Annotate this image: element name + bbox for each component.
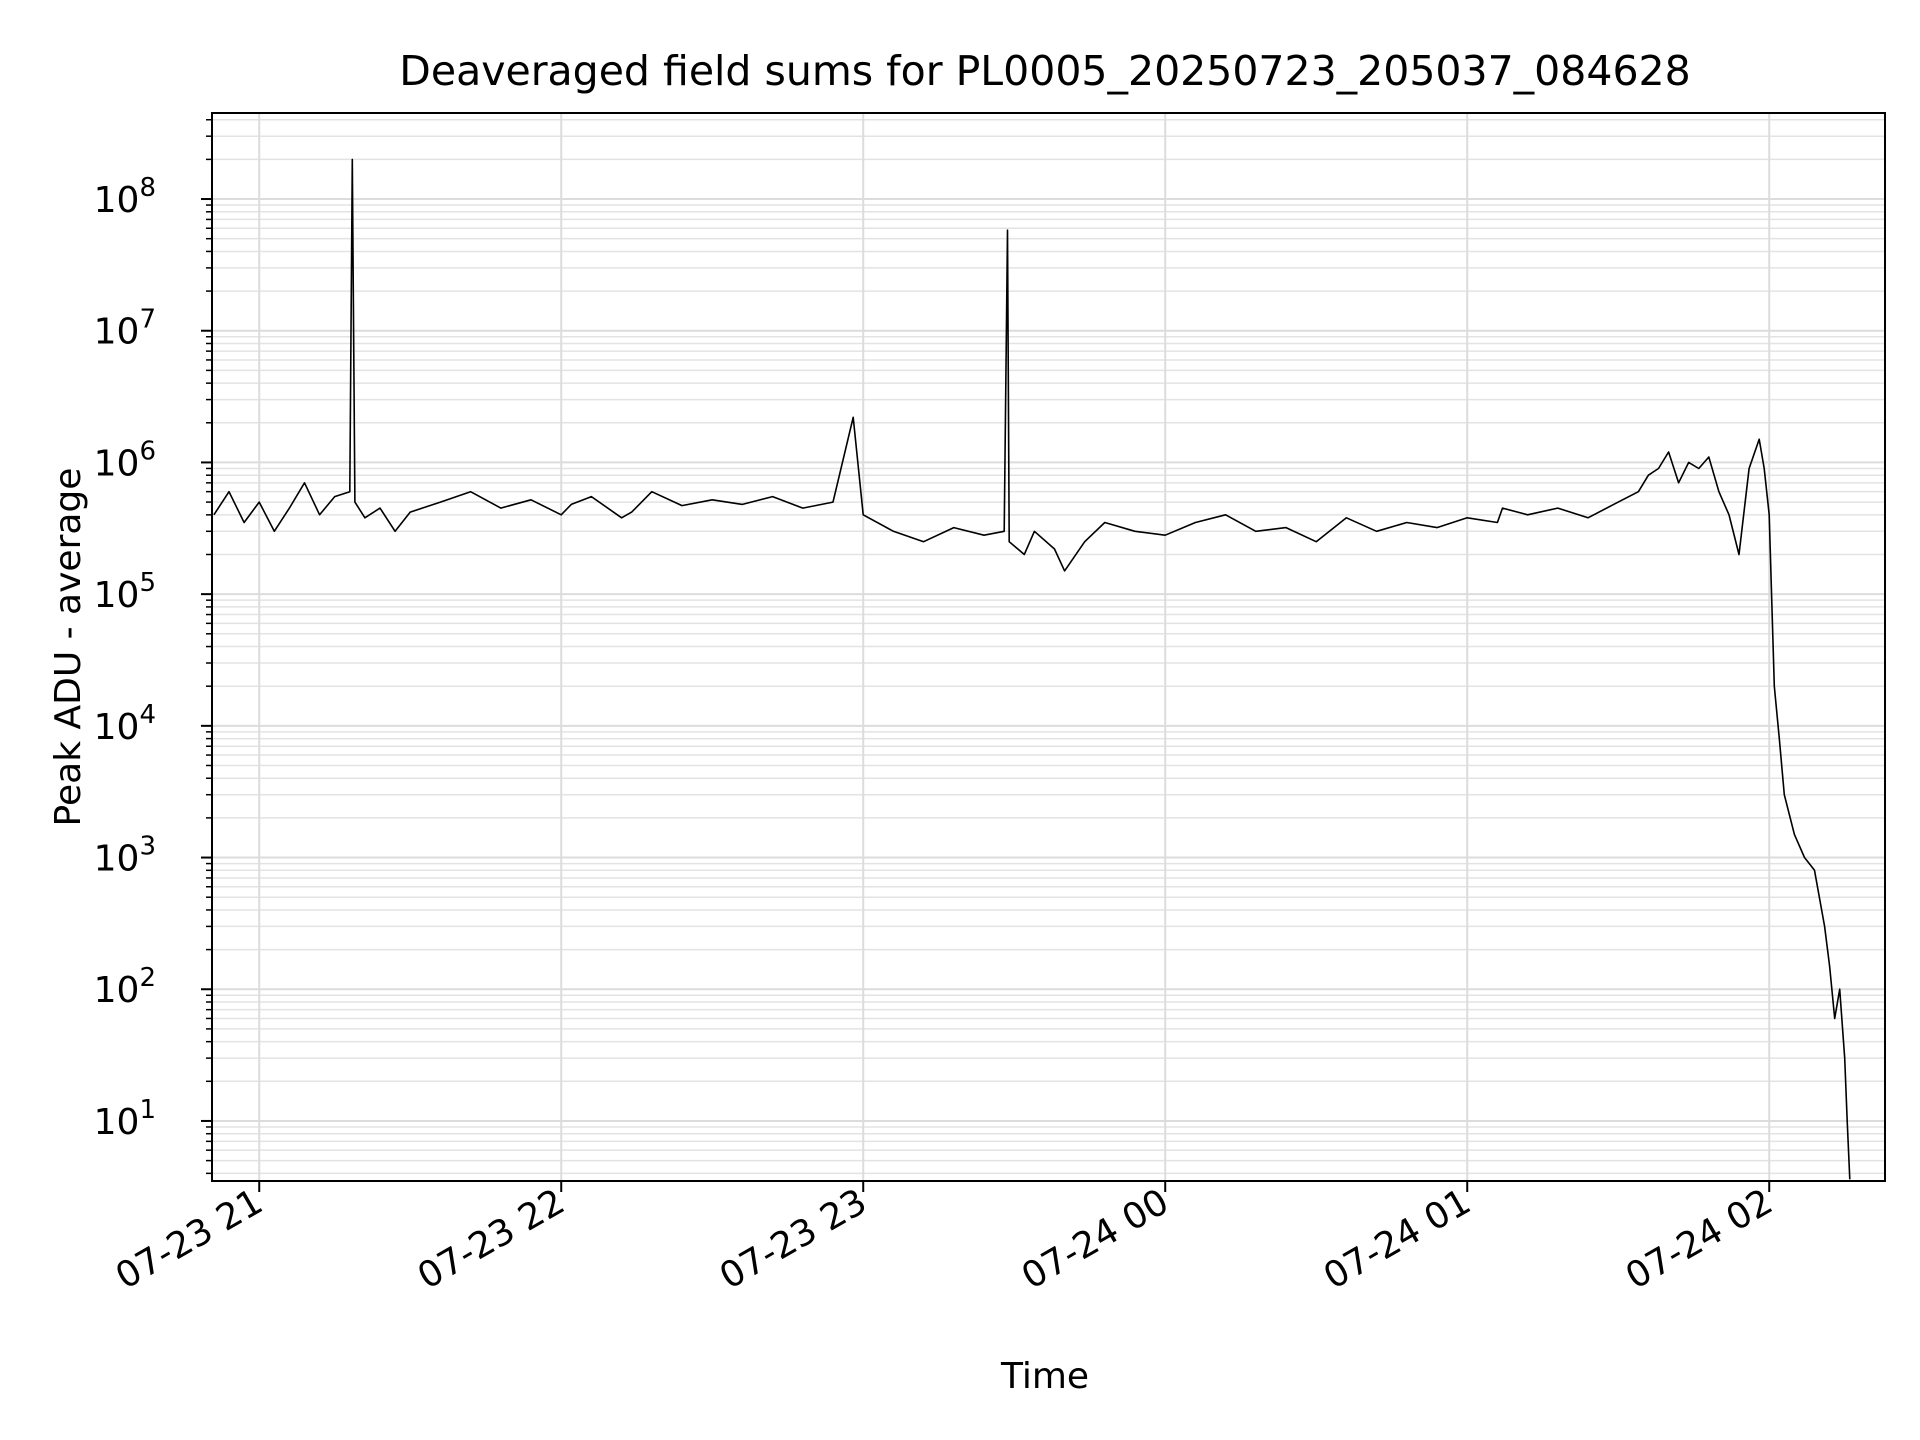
x-axis-label: Time — [1000, 1356, 1089, 1397]
grid — [212, 113, 1885, 1181]
series-layer — [213, 158, 1851, 1180]
y-tick-label: 106 — [94, 436, 156, 484]
series-line — [213, 158, 1851, 1180]
y-tick-label: 102 — [94, 963, 156, 1011]
y-axis: 101 102 103 104 105 106 107 108 — [94, 118, 212, 1175]
y-tick-label: 104 — [94, 700, 156, 748]
y-tick-label: 103 — [94, 832, 156, 880]
y-tick-label: 105 — [94, 568, 156, 616]
chart-title: Deaveraged field sums for PL0005_2025072… — [399, 47, 1690, 95]
y-axis-label: Peak ADU - average — [48, 468, 89, 827]
y-tick-label: 101 — [94, 1095, 156, 1143]
y-tick-label: 108 — [94, 173, 156, 221]
y-tick-label: 107 — [94, 305, 156, 353]
